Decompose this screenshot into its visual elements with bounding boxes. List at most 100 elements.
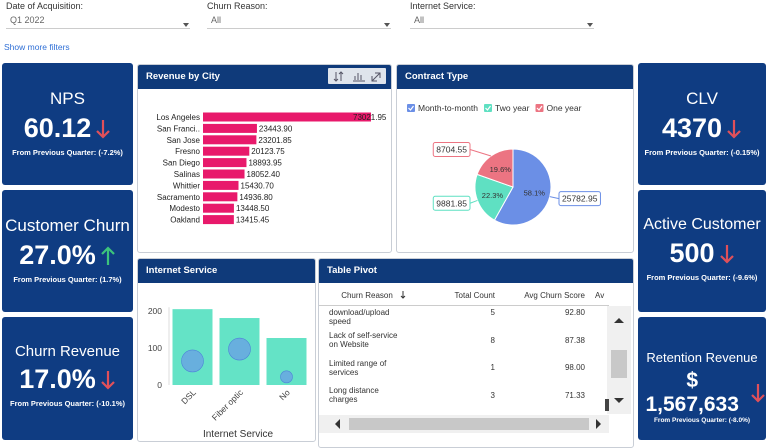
- bar: [203, 158, 247, 168]
- kpi-value: 17.0%: [19, 364, 96, 394]
- bar: [203, 215, 234, 225]
- table-cell: Long distance charges: [329, 386, 379, 405]
- data-label: 20123.75: [251, 147, 285, 156]
- kpi-title: NPS: [50, 89, 85, 108]
- filter-dropdown[interactable]: All: [207, 13, 391, 29]
- legend-check: [408, 105, 414, 111]
- trend-arrow-shape: [751, 384, 766, 403]
- kpi-value: 27.0%: [19, 240, 96, 270]
- kpi-value: 500: [669, 238, 715, 268]
- chart-icon[interactable]: [353, 73, 365, 82]
- leader-line: [549, 196, 560, 200]
- percent-label: 58.1%: [524, 189, 546, 198]
- table-cell: 87.38: [564, 335, 585, 345]
- kpi-card: CLV 4370 From Previous Quarter: (-0.15%): [638, 63, 766, 185]
- trend-arrow-shape: [719, 244, 734, 264]
- arrow: [183, 23, 189, 27]
- kpi-card: NPS 60.12 From Previous Quarter: (-7.2%): [2, 63, 133, 185]
- scroll-left[interactable]: [335, 419, 340, 429]
- dropdown-arrow-box: [383, 16, 391, 34]
- panel-title: Contract Type: [397, 65, 633, 89]
- kpi-title: Churn Revenue: [14, 343, 121, 360]
- kpi-card: Retention Revenue $ 1,567,633 From Previou…: [638, 317, 766, 440]
- table-cell: 1: [490, 363, 495, 373]
- kpi-value-row: 4370: [638, 113, 766, 144]
- kpi-change: From Previous Quarter: (-9.6%): [646, 273, 758, 282]
- table-cell: 71.33: [564, 390, 585, 400]
- trend-arrow-shape: [96, 119, 111, 139]
- kpi-change: From Previous Quarter: (-10.1%): [9, 399, 126, 408]
- callout-box: [432, 195, 471, 211]
- kpi-value: 4370: [661, 113, 723, 143]
- data-label: 23443.90: [259, 124, 293, 133]
- trend-arrow-shape: [101, 245, 115, 265]
- column-header[interactable]: Total Count: [454, 291, 495, 300]
- scroll-down[interactable]: [614, 398, 624, 403]
- legend-swatch: [484, 104, 492, 112]
- callout-label: 8704.55: [436, 144, 467, 154]
- trend-arrow-shape: [727, 119, 741, 139]
- scroll-up[interactable]: [614, 318, 624, 323]
- internet-panel: Internet Service 0 100 200 DSL Fiber optic No…: [137, 258, 316, 442]
- data-label: 15430.70: [241, 181, 275, 190]
- column-header[interactable]: Churn Reason: [341, 291, 393, 300]
- pie-slice: [493, 148, 552, 226]
- table-cell: 98.00: [564, 363, 585, 373]
- legend-check: [485, 105, 491, 111]
- column-header[interactable]: Av: [595, 291, 605, 300]
- table-panel: Table Pivot Churn Reason Total Count Avg C…: [318, 258, 634, 448]
- table-cell: 92.80: [564, 308, 585, 318]
- show-more-filters[interactable]: Show more filters: [4, 42, 70, 52]
- trend-arrow-shape: [101, 370, 115, 390]
- x-axis-title: Internet Service: [203, 429, 273, 440]
- dropdown-arrow-box: [586, 16, 594, 34]
- kpi-value: $ 1,567,633: [645, 369, 739, 416]
- column-header[interactable]: Avg Churn Score: [524, 291, 585, 300]
- kpi-value-row: 60.12: [2, 113, 133, 144]
- arrow: [587, 23, 593, 27]
- bar: [203, 135, 257, 145]
- trend-arrow: [101, 245, 115, 265]
- x-tick-label: Fiber optic: [210, 387, 246, 423]
- pie-slice: [476, 148, 514, 188]
- kpi-title: Active Customer: [643, 216, 761, 233]
- arrow: [384, 23, 390, 27]
- h-scroll: [319, 415, 609, 433]
- bar: [203, 146, 250, 156]
- contract-panel: Contract Type Month-to-month Two year One …: [396, 64, 634, 253]
- bar: [203, 123, 257, 133]
- filter-dropdown[interactable]: Q1 2022: [6, 13, 190, 29]
- kpi-value-row: 500: [638, 238, 766, 269]
- filter-dropdown[interactable]: All: [410, 13, 594, 29]
- trend-arrow: [751, 384, 766, 403]
- y-tick-label: Salinas: [174, 170, 200, 179]
- expand-icon[interactable]: [371, 72, 381, 82]
- sort-icon[interactable]: [333, 71, 344, 82]
- trend-arrow: [101, 370, 115, 390]
- bar: [203, 169, 245, 179]
- scroll-right[interactable]: [596, 419, 601, 429]
- bar: [203, 180, 239, 190]
- y-tick-label: Whittier: [173, 181, 200, 190]
- y-tick-label: San Diego: [163, 159, 201, 168]
- revenue-chart: Los Angeles 73021.95 San Franci.. 23443.90 S…: [156, 112, 387, 225]
- scrollbars: [605, 306, 631, 414]
- filter-label: Internet Service:: [410, 1, 476, 11]
- y-tick-label: 200: [148, 306, 162, 316]
- kpi-title: Customer Churn: [5, 216, 130, 235]
- x-tick-label: DSL: [179, 387, 198, 406]
- kpi-change: From Previous Quarter: (1.7%): [13, 275, 122, 284]
- legend-label: One year: [547, 103, 582, 113]
- table-row: Limited range of services 1 98.00: [319, 354, 599, 382]
- sort-arrow-shape: [400, 291, 406, 299]
- h-scroll-thumb[interactable]: [349, 418, 589, 430]
- x-tick-label: No: [277, 387, 292, 402]
- y-tick-label: Sacramento: [157, 193, 201, 202]
- resize-handle[interactable]: [605, 399, 609, 411]
- kpi-change: From Previous Quarter: (-7.2%): [12, 148, 123, 157]
- table-body: Lack of affordable download/upload speed…: [319, 306, 605, 414]
- leader-line: [469, 148, 492, 157]
- v-scroll-thumb[interactable]: [611, 350, 627, 378]
- table-cell: Lack of affordable download/upload speed: [329, 306, 392, 327]
